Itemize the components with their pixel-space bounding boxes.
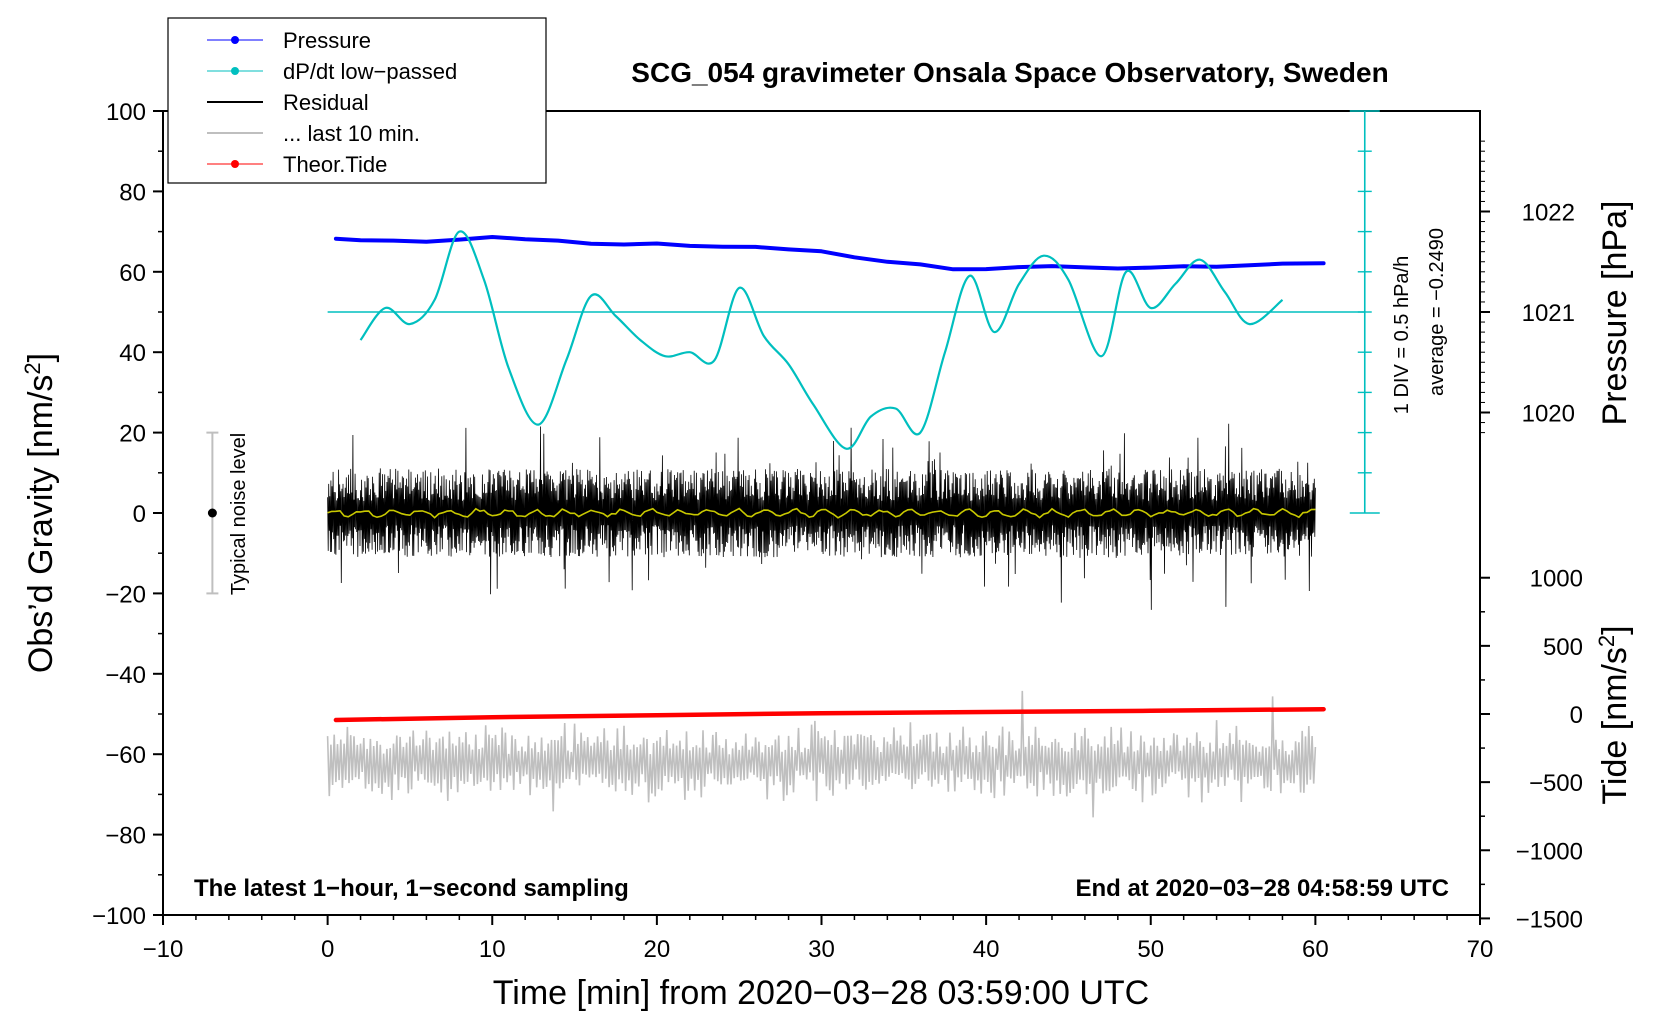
noise-center-dot	[207, 508, 217, 518]
legend-label: ... last 10 min.	[283, 121, 420, 146]
y-axis-left-title: Obs’d Gravity [nm/s2]	[20, 353, 60, 673]
y-tick-label: 40	[119, 340, 146, 367]
x-tick-label: 60	[1302, 936, 1329, 963]
y-axis-tide: 1000 500 0 −500 −1000 −1500	[1480, 566, 1583, 933]
pressure-tick-label: 1021	[1522, 300, 1575, 327]
legend-box	[167, 17, 547, 184]
legend: Pressure dP/dt low−passed Residual ... last…	[167, 17, 547, 184]
dpdt-average-label: average = −0.2490	[1426, 228, 1448, 396]
x-tick-label: 30	[808, 936, 835, 963]
legend-marker	[231, 36, 239, 44]
residual-smoothed-line	[327, 507, 1316, 519]
note-right: End at 2020−03−28 04:58:59 UTC	[1075, 875, 1449, 902]
x-tick-label: −10	[143, 936, 184, 963]
dp-dt-low-passed-line	[359, 230, 1284, 450]
x-axis: −10 0 10 20 30 40 50 60 70	[143, 915, 1494, 963]
tide-tick-label: −1000	[1516, 838, 1583, 865]
x-tick-label: 40	[973, 936, 1000, 963]
y-axis-pressure-title: Pressure [hPa]	[1596, 201, 1634, 426]
legend-marker	[231, 160, 239, 168]
chart-title: SCG_054 gravimeter Onsala Space Observat…	[631, 57, 1388, 88]
noise-level-label: Typical noise level	[228, 433, 250, 595]
noise-level-indicator	[206, 431, 219, 595]
y-tick-label: −60	[105, 742, 146, 769]
tide-tick-label: 0	[1570, 702, 1583, 729]
y-axis-tide-title: Tide [nm/s2]	[1594, 625, 1634, 804]
dpdt-scale-label: 1 DIV = 0.5 hPa/h	[1391, 256, 1413, 414]
y-tick-label: 0	[133, 501, 146, 528]
legend-label: Theor.Tide	[283, 152, 387, 177]
legend-label: dP/dt low−passed	[283, 59, 457, 84]
legend-label: Residual	[283, 90, 369, 115]
dpdt-scale-bar	[1349, 110, 1380, 514]
pressure-tick-label: 1020	[1522, 401, 1575, 428]
x-tick-label: 0	[321, 936, 334, 963]
tide-tick-label: 500	[1543, 634, 1583, 661]
y-tick-label: −80	[105, 823, 146, 850]
legend-marker	[231, 67, 239, 75]
y-axis-left: 100 80 60 40 20 0 −20 −40 −60 −80 −100	[92, 99, 163, 930]
legend-label: Pressure	[283, 28, 371, 53]
pressure-tick-label: 1022	[1522, 200, 1575, 227]
y-tick-label: −40	[105, 662, 146, 689]
last-10-min-line	[326, 690, 1317, 818]
y-tick-label: 80	[119, 179, 146, 206]
tide-tick-label: −1500	[1516, 906, 1583, 933]
y-tick-label: −100	[92, 903, 146, 930]
y-tick-label: 20	[119, 421, 146, 448]
note-left: The latest 1−hour, 1−second sampling	[194, 875, 629, 902]
residual-series	[327, 423, 1316, 610]
tide-tick-label: −500	[1529, 770, 1583, 797]
y-tick-label: 100	[106, 99, 146, 126]
y-tick-label: −20	[105, 581, 146, 608]
line-series	[327, 230, 1365, 723]
y-tick-label: 60	[119, 260, 146, 287]
tide-tick-label: 1000	[1530, 566, 1583, 593]
x-tick-label: 20	[644, 936, 671, 963]
theor-tide-line	[333, 706, 1326, 723]
x-tick-label: 70	[1467, 936, 1494, 963]
residual-line	[327, 423, 1316, 610]
x-tick-label: 10	[479, 936, 506, 963]
pressure-line	[333, 235, 1326, 272]
y-axis-pressure: 1022 1021 1020	[1480, 140, 1575, 434]
x-tick-label: 50	[1137, 936, 1164, 963]
x-axis-title: Time [min] from 2020−03−28 03:59:00 UTC	[493, 974, 1149, 1012]
last-10-min-series	[326, 690, 1317, 818]
